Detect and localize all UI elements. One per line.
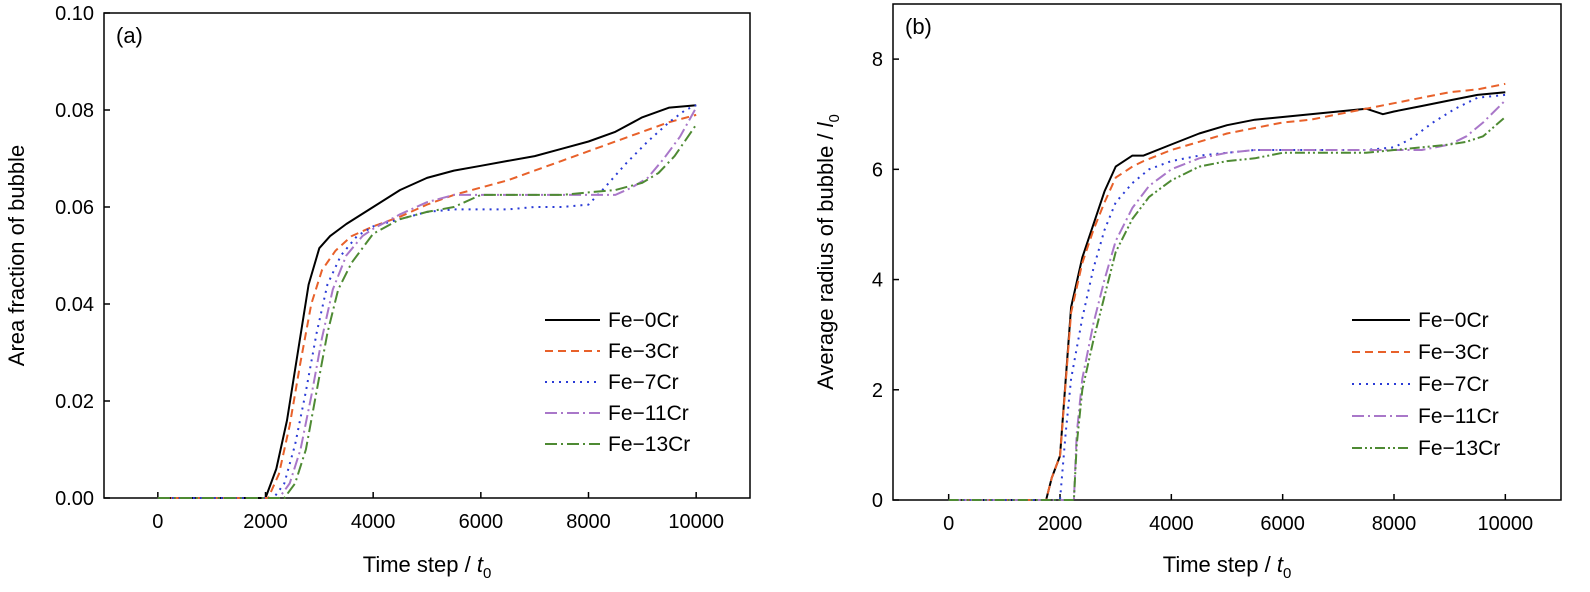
x-tick-label: 6000: [459, 511, 504, 533]
plot-frame: [103, 12, 751, 499]
x-tick-label: 4000: [1149, 513, 1194, 535]
x-axis-label: Time step / t0: [1163, 552, 1292, 582]
legend-label: Fe−7Cr: [1418, 373, 1489, 396]
series-line-fe-13cr: [948, 116, 1506, 501]
series-line-fe-11cr: [157, 107, 698, 499]
x-tick-label: 8000: [566, 511, 611, 533]
y-tick-label: 0.00: [55, 488, 94, 510]
legend-label: Fe−13Cr: [608, 433, 690, 456]
x-tick-label: 8000: [1372, 513, 1417, 535]
series-line-fe-3cr: [157, 113, 697, 499]
x-axis-label: Time step / t0: [363, 552, 492, 582]
series-line-fe-0cr: [948, 91, 1506, 501]
chart-panel-b: 0 2000 4000 6000 8000 10000 0 2 4 6 8 (b) Time step …: [813, 3, 1562, 582]
y-tick-label: 2: [872, 380, 883, 402]
y-tick-label: 0: [872, 490, 883, 512]
x-tick-label: 0: [943, 513, 954, 535]
y-axis-label: Area fraction of bubble: [4, 145, 29, 366]
y-tick-label: 0.10: [55, 3, 94, 25]
legend-label: Fe−3Cr: [608, 340, 679, 363]
legend-label: Fe−11Cr: [1418, 405, 1499, 428]
panel-label: (b): [905, 14, 932, 39]
series-line-fe-13cr: [157, 124, 698, 499]
plot-frame: [892, 3, 1562, 501]
legend-label: Fe−13Cr: [1418, 437, 1500, 460]
chart-panel-a: 0 2000 4000 6000 8000 10000 0.00 0.02 0.04 0.06 0.…: [4, 3, 751, 582]
x-tick-label: 10000: [668, 511, 724, 533]
x-tick-label: 6000: [1260, 513, 1305, 535]
legend-label: Fe−3Cr: [1418, 341, 1489, 364]
y-tick-label: 0.08: [55, 100, 94, 122]
legend: Fe−0Cr Fe−3Cr Fe−7Cr Fe−11Cr Fe−13Cr: [1352, 309, 1500, 460]
y-tick-label: 6: [872, 159, 883, 181]
series-line-fe-0cr: [157, 104, 697, 499]
legend-label: Fe−0Cr: [608, 309, 679, 332]
y-tick-label: 8: [872, 49, 883, 71]
y-tick-label: 0.04: [55, 294, 94, 316]
legend-label: Fe−11Cr: [608, 402, 689, 425]
legend-label: Fe−7Cr: [608, 371, 679, 394]
legend-label: Fe−0Cr: [1418, 309, 1489, 332]
y-tick-label: 4: [872, 270, 883, 292]
series-line-fe-3cr: [948, 82, 1506, 501]
x-tick-label: 2000: [243, 511, 288, 533]
x-tick-label: 2000: [1038, 513, 1083, 535]
y-axis-label: Average radius of bubble / l0: [813, 114, 843, 390]
y-tick-label: 0.06: [55, 197, 94, 219]
x-tick-label: 4000: [351, 511, 396, 533]
x-tick-label: 10000: [1478, 513, 1534, 535]
panel-label: (a): [116, 23, 143, 48]
y-tick-label: 0.02: [55, 391, 94, 413]
series-line-fe-11cr: [948, 99, 1507, 501]
legend: Fe−0Cr Fe−3Cr Fe−7Cr Fe−11Cr Fe−13Cr: [545, 309, 690, 456]
x-tick-label: 0: [152, 511, 163, 533]
